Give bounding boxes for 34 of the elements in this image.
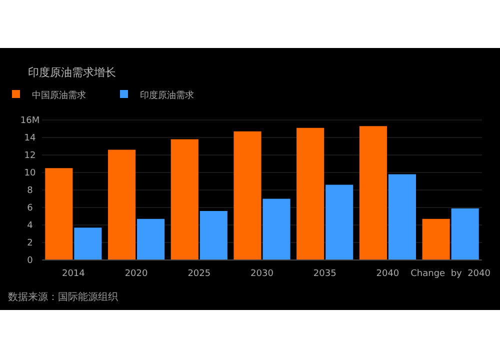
y-tick-label: 2 <box>27 238 33 249</box>
bar <box>326 184 354 260</box>
x-tick-label: Change by 2040 <box>410 269 491 279</box>
bar <box>170 139 198 260</box>
y-tick-label: 12 <box>24 151 36 162</box>
bar <box>359 126 387 260</box>
y-tick-label: 14 <box>24 134 36 144</box>
y-tick-label: 10 <box>24 168 36 179</box>
bar <box>200 211 228 260</box>
bar <box>451 208 479 260</box>
y-tick-label: 16M <box>20 116 40 126</box>
bar <box>234 131 262 260</box>
x-tick-label: 2025 <box>188 269 211 279</box>
legend-label: 印度原油需求 <box>140 90 194 101</box>
y-tick-label: 8 <box>27 186 34 196</box>
bar <box>388 174 416 260</box>
bar <box>45 168 73 260</box>
x-tick-label: 2040 <box>376 269 400 279</box>
y-tick-label: 0 <box>27 256 34 266</box>
legend-label: 中国原油需求 <box>32 90 86 101</box>
chart-title: 印度原油需求增长 <box>28 66 116 79</box>
x-tick-label: 2030 <box>250 269 274 279</box>
bar <box>262 198 290 260</box>
y-tick-label: 6 <box>27 204 34 214</box>
bar <box>74 228 102 260</box>
source-note: 数据来源：国际能源组织 <box>8 291 118 303</box>
x-tick-label: 2020 <box>124 269 148 279</box>
bar <box>137 218 165 260</box>
x-tick-label: 2035 <box>313 269 336 279</box>
bar <box>296 128 324 260</box>
bar <box>422 218 450 260</box>
y-tick-label: 4 <box>27 221 34 232</box>
bar <box>108 150 136 260</box>
x-tick-label: 2014 <box>62 269 86 279</box>
